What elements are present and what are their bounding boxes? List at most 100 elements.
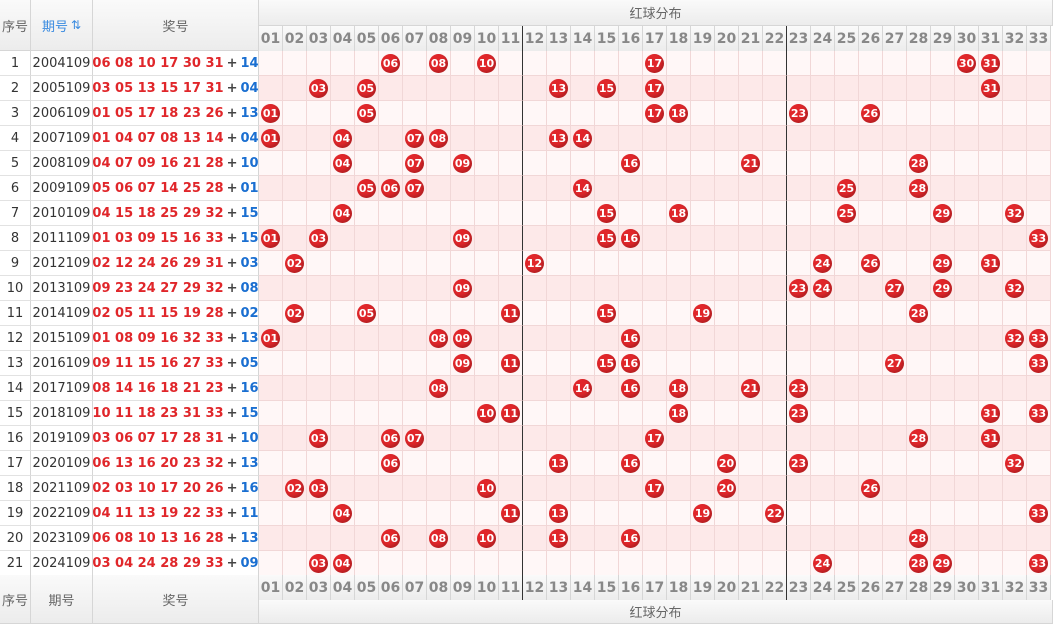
sort-icon[interactable]: ⇅ [70,18,82,32]
grid-cell [547,101,571,126]
grid-cell [571,351,595,376]
grid-cell: 17 [643,476,667,501]
grid-cell [955,151,979,176]
grid-cell [571,401,595,426]
grid-cell [643,151,667,176]
grid-cell [667,551,691,576]
red-ball: 26 [861,253,880,273]
grid-cell [691,251,715,276]
grid-cell [979,101,1003,126]
grid-cell: 08 [427,376,451,401]
grid-cell: 13 [547,76,571,101]
grid-cell [523,51,547,76]
grid-cell: 25 [835,176,859,201]
grid-cell [787,501,811,526]
grid-cell [787,301,811,326]
red-ball: 08 [429,53,448,73]
grid-cell [307,126,331,151]
grid-cell [835,526,859,551]
grid-cell [595,126,619,151]
grid-cell [691,101,715,126]
grid-cell [955,251,979,276]
grid-cell [691,426,715,451]
grid-cell [763,126,787,151]
red-ball: 03 [309,78,328,98]
grid-cell [403,226,427,251]
red-ball: 27 [885,278,904,298]
grid-cell [355,526,379,551]
grid-cell [907,126,931,151]
grid-cell [283,176,307,201]
grid-cell [1027,76,1051,101]
grid-cell [451,401,475,426]
grid-cell [883,176,907,201]
grid-cell [907,226,931,251]
grid-cell [595,176,619,201]
grid-cell [955,526,979,551]
grid-cell [427,201,451,226]
grid-cell [1027,426,1051,451]
grid-cell [763,401,787,426]
grid-cell [763,151,787,176]
grid-cell [931,351,955,376]
grid-cell [835,451,859,476]
grid-cell: 16 [619,376,643,401]
grid-cell [259,176,283,201]
grid-cell [883,301,907,326]
grid-cell [451,251,475,276]
table-row: 20 2023109 06 08 10 13 16 28 +13 06 08 10 13 16 2… [0,526,1053,551]
grid-cell [475,151,499,176]
grid-cell: 05 [355,101,379,126]
grid-cell: 02 [283,251,307,276]
blue-number: 09 [240,555,259,571]
red-ball: 17 [645,428,664,448]
grid-cell [595,276,619,301]
red-distribution-grid: 06 13 16 20 23 32 [259,451,1051,476]
red-ball: 15 [597,228,616,248]
red-ball: 28 [909,178,928,198]
grid-cell [859,176,883,201]
grid-cell [427,501,451,526]
grid-cell [691,201,715,226]
red-ball: 05 [357,103,376,123]
grid-cell [283,501,307,526]
red-distribution-grid: 09 11 15 16 27 33 [259,351,1051,376]
grid-cell [475,376,499,401]
grid-cell [667,126,691,151]
grid-cell [691,476,715,501]
header-period[interactable]: 期号 ⇅ [31,0,93,51]
table-row: 1 2004109 06 08 10 17 30 31 +14 06 08 10 17 30 31 [0,51,1053,76]
grid-cell [643,401,667,426]
row-winning-numbers: 02 12 24 26 29 31 +03 [92,251,259,276]
grid-cell [1027,201,1051,226]
red-ball: 17 [645,78,664,98]
grid-cell [763,326,787,351]
table-row: 21 2024109 03 04 24 28 29 33 +09 03 04 24 28 29 3… [0,551,1053,576]
grid-cell [763,451,787,476]
grid-cell [811,376,835,401]
grid-cell: 02 [283,476,307,501]
red-ball: 15 [597,353,616,373]
row-winning-numbers: 03 04 24 28 29 33 +09 [92,551,259,576]
red-numbers: 04 07 09 16 21 28 [92,155,224,171]
footer-number-20: 20 [715,575,739,600]
grid-cell [595,451,619,476]
grid-cell [763,376,787,401]
red-ball: 13 [549,78,568,98]
table-row: 17 2020109 06 13 16 20 23 32 +13 06 13 16 20 23 3… [0,451,1053,476]
grid-cell [667,151,691,176]
grid-cell [595,426,619,451]
grid-cell [571,476,595,501]
red-ball: 31 [981,403,1000,423]
grid-cell [907,201,931,226]
red-ball: 17 [645,103,664,123]
red-ball: 15 [597,303,616,323]
footer-number-13: 13 [547,575,571,600]
red-ball: 29 [933,553,952,573]
red-ball: 06 [381,528,400,548]
red-ball: 04 [333,203,352,223]
grid-cell [835,301,859,326]
red-ball: 19 [693,503,712,523]
footer-idx: 序号 [0,575,31,624]
grid-cell [427,301,451,326]
